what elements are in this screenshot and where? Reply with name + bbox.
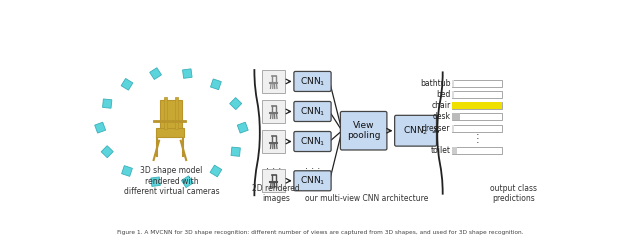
Text: CNN$_2$: CNN$_2$ (403, 124, 428, 137)
Bar (452, 91, 454, 98)
Polygon shape (101, 146, 113, 158)
Text: bed: bed (436, 90, 451, 99)
Text: bathtub: bathtub (420, 79, 451, 88)
FancyBboxPatch shape (294, 72, 331, 92)
Bar (452, 147, 502, 154)
Polygon shape (237, 122, 248, 133)
FancyBboxPatch shape (294, 101, 331, 122)
Text: CNN$_1$: CNN$_1$ (300, 135, 325, 148)
Text: ·: · (476, 131, 479, 141)
Bar (262, 100, 285, 123)
Text: CNN$_1$: CNN$_1$ (300, 75, 325, 88)
Polygon shape (210, 165, 222, 177)
Polygon shape (150, 68, 161, 80)
Bar (452, 91, 502, 98)
Text: . . .: . . . (266, 161, 282, 171)
Text: CNN$_1$: CNN$_1$ (300, 175, 325, 187)
Bar (452, 102, 502, 109)
Polygon shape (121, 79, 133, 90)
Text: ·: · (476, 134, 479, 144)
Bar (156, 128, 184, 137)
Text: our multi-view CNN architecture: our multi-view CNN architecture (305, 194, 428, 203)
Polygon shape (231, 147, 241, 156)
Bar (452, 114, 460, 120)
Bar (262, 70, 285, 93)
Polygon shape (122, 166, 132, 176)
FancyBboxPatch shape (294, 131, 331, 152)
Text: View
pooling: View pooling (347, 121, 380, 140)
Polygon shape (211, 79, 221, 90)
Bar (452, 147, 457, 154)
Polygon shape (151, 177, 161, 186)
Bar (160, 100, 182, 129)
Text: toilet: toilet (431, 146, 451, 155)
Bar (262, 169, 285, 192)
FancyBboxPatch shape (395, 115, 436, 146)
Polygon shape (181, 176, 193, 188)
Bar (175, 97, 178, 129)
Bar (452, 80, 454, 87)
Text: 2D rendered
images: 2D rendered images (252, 184, 300, 203)
Text: . . .: . . . (305, 161, 320, 171)
Polygon shape (230, 98, 242, 110)
Bar (452, 114, 502, 120)
Bar (452, 102, 502, 109)
Polygon shape (182, 69, 192, 78)
Text: output class
predictions: output class predictions (490, 184, 538, 203)
Text: Figure 1. A MVCNN for 3D shape recognition: different number of views are captur: Figure 1. A MVCNN for 3D shape recogniti… (116, 230, 524, 235)
FancyBboxPatch shape (340, 111, 387, 150)
Text: CNN$_1$: CNN$_1$ (300, 105, 325, 118)
Text: 3D shape model
rendered with
different virtual cameras: 3D shape model rendered with different v… (124, 166, 220, 196)
Bar (262, 130, 285, 153)
Text: desk: desk (433, 112, 451, 121)
Bar (452, 125, 454, 131)
Bar (452, 125, 502, 131)
Polygon shape (95, 122, 106, 133)
Text: dresser: dresser (422, 123, 451, 133)
Polygon shape (102, 99, 112, 108)
Text: ·: · (476, 138, 479, 148)
FancyBboxPatch shape (294, 171, 331, 191)
Bar (164, 97, 167, 129)
Text: chair: chair (431, 101, 451, 110)
Bar (452, 80, 502, 87)
